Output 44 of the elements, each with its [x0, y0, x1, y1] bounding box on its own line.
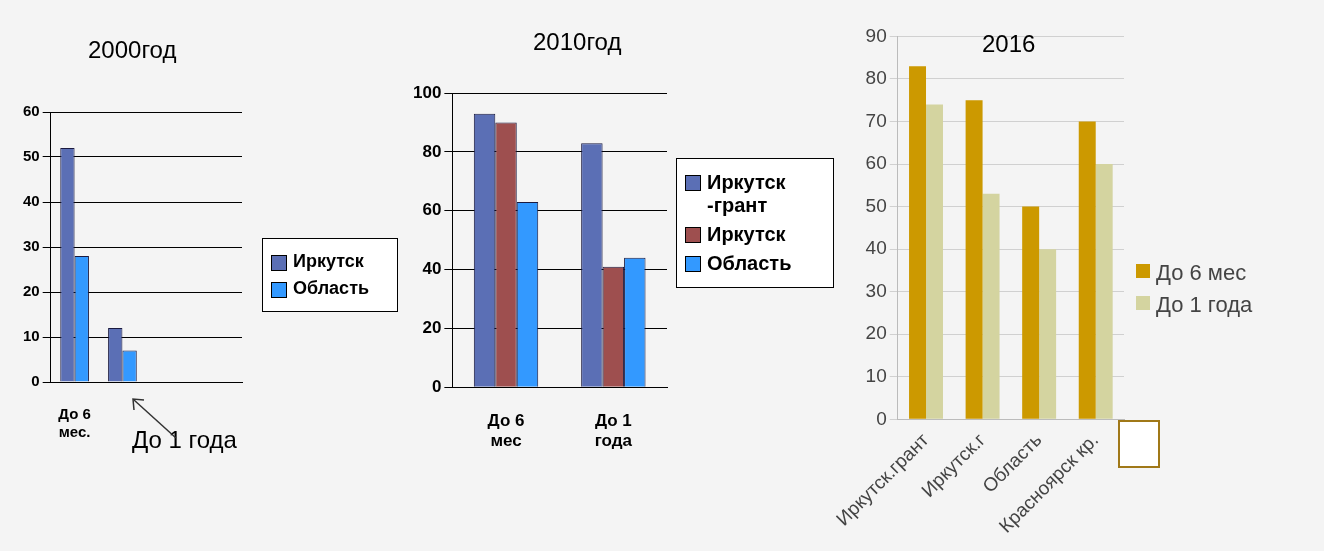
legend-label: Иркутск -грант — [707, 171, 787, 217]
y-tick-label: 40 — [865, 237, 887, 259]
y-tick-label: 20 — [23, 282, 40, 300]
chart-title: 2010год — [533, 28, 622, 56]
y-tick-label: 60 — [865, 152, 887, 174]
y-tick-label: 50 — [865, 194, 887, 216]
y-tick-label: 40 — [422, 259, 442, 279]
bar — [1022, 206, 1040, 419]
bar — [982, 193, 1000, 419]
y-tick-label: 60 — [23, 102, 40, 120]
x-tick-label: До 6 мес. — [58, 405, 91, 441]
legend-label: До 1 года — [1156, 292, 1253, 318]
y-tick-label: 90 — [865, 24, 887, 46]
legend-label: До 6 мес — [1156, 260, 1247, 286]
y-tick-label: 10 — [865, 365, 887, 387]
y-tick-label: 30 — [23, 237, 40, 255]
y-tick-label: 50 — [23, 147, 40, 165]
chart-title: 2000год — [88, 36, 177, 64]
y-tick-label: 0 — [876, 407, 887, 429]
y-tick-label: 30 — [865, 279, 887, 301]
legend-label: Область — [293, 278, 370, 299]
y-tick-label: 70 — [865, 109, 887, 131]
y-tick-label: 100 — [412, 82, 442, 102]
y-tick-label: 20 — [865, 322, 887, 344]
y-tick-label: 60 — [422, 200, 442, 220]
bar — [926, 104, 943, 419]
bar — [1095, 164, 1113, 419]
legend-label: Область — [707, 252, 792, 275]
y-tick-label: 10 — [23, 327, 40, 345]
chart-title: 2016 — [982, 30, 1036, 58]
y-tick-label: 40 — [23, 192, 40, 210]
y-tick-label: 0 — [31, 372, 40, 390]
y-tick-label: 20 — [422, 318, 442, 338]
bar — [909, 66, 927, 419]
legend-label: Иркутск — [707, 223, 786, 246]
bar — [965, 100, 983, 419]
legend-label: Иркутск — [293, 251, 364, 272]
bar — [1039, 249, 1057, 419]
y-tick-label: 0 — [431, 376, 442, 396]
bar — [1078, 121, 1096, 419]
x-tick-label: До 6 мес — [487, 411, 525, 451]
x-tick-label: До 1 года — [594, 411, 633, 451]
y-tick-label: 80 — [422, 141, 442, 161]
y-tick-label: 80 — [865, 67, 887, 89]
